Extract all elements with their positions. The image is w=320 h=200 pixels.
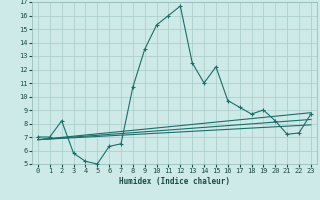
X-axis label: Humidex (Indice chaleur): Humidex (Indice chaleur)	[119, 177, 230, 186]
